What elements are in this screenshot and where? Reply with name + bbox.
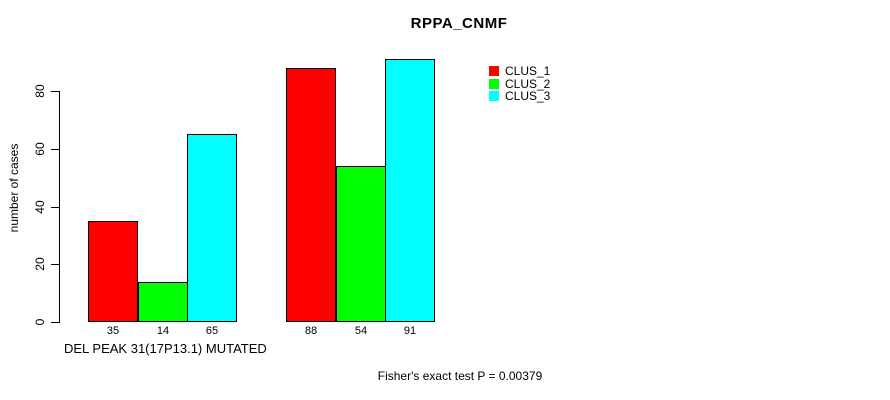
legend-row-clus-2: CLUS_2 (489, 76, 551, 91)
y-axis-tick (51, 91, 60, 92)
bar-clus_2-group-2 (336, 166, 386, 322)
bar-value-label: 14 (156, 325, 170, 337)
legend-label-clus-2: CLUS_2 (505, 76, 551, 91)
bar-value-label: 54 (354, 325, 368, 337)
y-axis-tick-label: 20 (33, 257, 47, 271)
legend-label-clus-3: CLUS_3 (505, 89, 551, 104)
bar-value-label: 88 (304, 325, 318, 337)
y-axis-tick-label: 0 (33, 318, 47, 326)
y-axis-tick (51, 207, 60, 208)
legend-swatch-clus-2-icon (489, 78, 499, 89)
legend: CLUS_1 CLUS_2 CLUS_3 (489, 64, 551, 104)
y-axis-tick-label: 40 (33, 200, 47, 214)
y-axis-tick-label: 80 (33, 84, 47, 98)
x-axis-label: DEL PEAK 31(17P13.1) MUTATED (64, 341, 267, 356)
bar-clus_3-group-2 (385, 59, 435, 322)
legend-swatch-clus-1-icon (489, 66, 499, 77)
bar-clus_3-group-1 (187, 134, 237, 322)
bar-value-label: 35 (106, 325, 120, 337)
y-axis-tick-label: 60 (33, 142, 47, 156)
y-axis-tick (51, 149, 60, 150)
bar-clus_2-group-1 (138, 282, 188, 322)
y-axis-label: number of cases (7, 143, 21, 233)
y-axis-tick (51, 264, 60, 265)
legend-row-clus-3: CLUS_3 (489, 89, 551, 104)
legend-row-clus-1: CLUS_1 (489, 64, 551, 79)
legend-swatch-clus-3-icon (489, 91, 499, 102)
legend-label-clus-1: CLUS_1 (505, 64, 551, 79)
chart-title: RPPA_CNMF (410, 15, 508, 32)
bar-value-label: 91 (403, 325, 417, 337)
bar-clus_1-group-1 (88, 221, 138, 322)
bar-value-label: 65 (205, 325, 219, 337)
fisher-test-footnote: Fisher's exact test P = 0.00379 (377, 369, 543, 383)
bar-clus_1-group-2 (286, 68, 336, 322)
y-axis-tick (51, 322, 60, 323)
